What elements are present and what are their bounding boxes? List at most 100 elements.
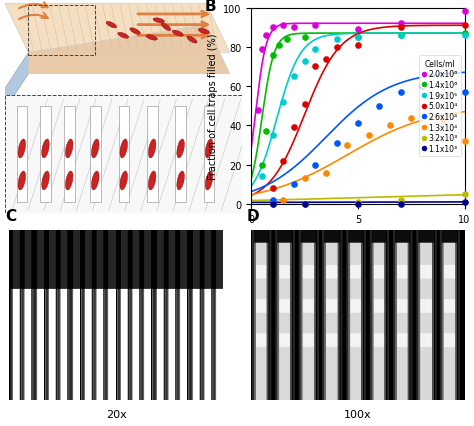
Point bbox=[311, 23, 319, 29]
Ellipse shape bbox=[161, 24, 171, 32]
Point bbox=[461, 89, 468, 96]
Point bbox=[290, 181, 298, 188]
Bar bbox=[204, 106, 215, 202]
Ellipse shape bbox=[153, 19, 164, 24]
Point bbox=[290, 125, 298, 132]
Ellipse shape bbox=[148, 172, 156, 190]
Point bbox=[354, 201, 362, 208]
Bar bbox=[40, 106, 51, 202]
Point bbox=[258, 162, 265, 169]
Point bbox=[397, 21, 404, 28]
Point bbox=[269, 132, 276, 139]
Point bbox=[269, 197, 276, 204]
Bar bbox=[147, 106, 157, 202]
Point bbox=[461, 138, 468, 145]
Point bbox=[354, 42, 362, 49]
X-axis label: Time(min): Time(min) bbox=[333, 230, 383, 240]
Bar bbox=[17, 106, 27, 202]
Point bbox=[354, 35, 362, 41]
Ellipse shape bbox=[65, 172, 73, 190]
Point bbox=[397, 197, 404, 204]
Point bbox=[311, 162, 319, 169]
Ellipse shape bbox=[172, 31, 183, 37]
Point bbox=[397, 32, 404, 39]
Point bbox=[375, 103, 383, 110]
Point bbox=[258, 46, 265, 53]
Point bbox=[354, 199, 362, 206]
Point bbox=[269, 185, 276, 192]
Point bbox=[322, 56, 329, 63]
Ellipse shape bbox=[42, 172, 49, 190]
Ellipse shape bbox=[120, 140, 128, 158]
Point bbox=[301, 58, 308, 65]
Point bbox=[290, 25, 298, 32]
Ellipse shape bbox=[177, 140, 184, 158]
Point bbox=[254, 107, 261, 114]
Point bbox=[269, 201, 276, 208]
Ellipse shape bbox=[187, 37, 197, 44]
Ellipse shape bbox=[205, 172, 213, 190]
Point bbox=[279, 99, 287, 106]
Point bbox=[263, 32, 270, 39]
Ellipse shape bbox=[177, 172, 184, 190]
Point bbox=[333, 44, 340, 51]
Ellipse shape bbox=[18, 140, 26, 158]
Point bbox=[263, 129, 270, 135]
Bar bbox=[5, 96, 242, 213]
Legend: 2.0x10⁶, 1.4x10⁶, 1.9x10⁵, 5.0x10⁴, 2.6x10⁴, 1.3x10⁴, 3.2x10³, 1.1x10³: 2.0x10⁶, 1.4x10⁶, 1.9x10⁵, 5.0x10⁴, 2.6x… bbox=[419, 56, 461, 157]
Text: 100x: 100x bbox=[344, 409, 372, 419]
Text: B: B bbox=[204, 0, 216, 14]
Point bbox=[354, 35, 362, 41]
Ellipse shape bbox=[118, 33, 129, 39]
Point bbox=[283, 37, 291, 43]
Point bbox=[343, 142, 351, 149]
Point bbox=[301, 101, 308, 108]
Bar bbox=[90, 106, 100, 202]
Point bbox=[301, 35, 308, 41]
Ellipse shape bbox=[91, 172, 99, 190]
Ellipse shape bbox=[198, 29, 210, 35]
Point bbox=[461, 31, 468, 37]
Ellipse shape bbox=[18, 172, 26, 190]
Ellipse shape bbox=[65, 140, 73, 158]
Point bbox=[275, 42, 283, 49]
Text: D: D bbox=[247, 208, 260, 223]
Point bbox=[269, 52, 276, 59]
Polygon shape bbox=[5, 53, 28, 111]
Y-axis label: Fraction of cell traps filled (%): Fraction of cell traps filled (%) bbox=[208, 33, 218, 180]
Point bbox=[386, 123, 393, 130]
Point bbox=[258, 174, 265, 181]
Point bbox=[439, 119, 447, 126]
Point bbox=[311, 46, 319, 53]
Point bbox=[301, 201, 308, 208]
Point bbox=[461, 9, 468, 16]
Point bbox=[461, 191, 468, 198]
Point bbox=[311, 64, 319, 71]
Point bbox=[269, 201, 276, 208]
Point bbox=[365, 132, 372, 139]
Ellipse shape bbox=[130, 29, 140, 35]
Text: C: C bbox=[5, 208, 16, 223]
Polygon shape bbox=[5, 4, 230, 53]
Text: 20x: 20x bbox=[106, 409, 127, 419]
Point bbox=[397, 32, 404, 39]
Bar bbox=[64, 106, 75, 202]
Ellipse shape bbox=[146, 36, 157, 41]
Bar bbox=[118, 106, 129, 202]
Point bbox=[397, 89, 404, 96]
Point bbox=[397, 25, 404, 32]
Point bbox=[279, 23, 287, 29]
Point bbox=[333, 140, 340, 147]
Ellipse shape bbox=[106, 22, 117, 29]
Polygon shape bbox=[28, 26, 230, 75]
Point bbox=[301, 176, 308, 182]
Ellipse shape bbox=[120, 172, 128, 190]
Point bbox=[333, 37, 340, 43]
Ellipse shape bbox=[205, 140, 213, 158]
Point bbox=[418, 83, 426, 90]
Ellipse shape bbox=[91, 140, 99, 158]
Point bbox=[461, 23, 468, 29]
Point bbox=[269, 25, 276, 32]
Point bbox=[322, 170, 329, 176]
Point bbox=[301, 201, 308, 208]
